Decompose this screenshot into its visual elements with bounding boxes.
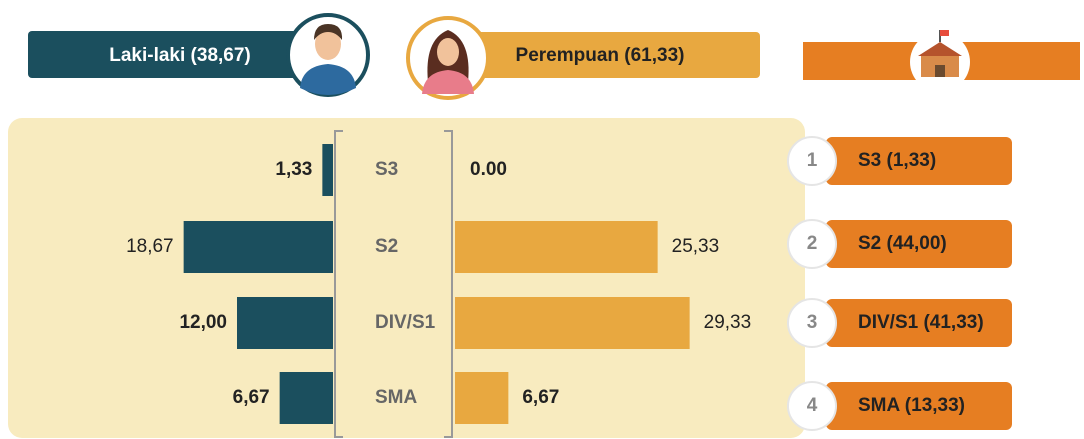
rank-label: S3 (1,33): [858, 150, 936, 171]
rank-badge: [787, 381, 837, 431]
value-label: 12,00: [179, 312, 227, 333]
rank-bar: [826, 220, 1012, 268]
category-label: DIV/S1: [375, 312, 436, 333]
rank-number: 3: [807, 312, 818, 333]
bar: [455, 372, 509, 424]
value-label: 6,67: [522, 387, 559, 408]
rank-badge: [787, 298, 837, 348]
school-icon: [910, 30, 970, 92]
ranking: 1 S3 (1,33) 2 S2 (44,00) 3 DIV/S1 (41,33) 4 SMA…: [787, 136, 1012, 431]
value-label: 6,67: [233, 387, 270, 408]
rank-number: 4: [807, 395, 818, 416]
center-bracket: [334, 130, 453, 438]
rank-bar: [826, 137, 1012, 185]
rank-bar: [826, 299, 1012, 347]
value-label: 25,33: [672, 236, 720, 257]
bar: [237, 297, 333, 349]
legend-female-bar: [450, 32, 760, 78]
rank-badge: [787, 219, 837, 269]
rank-number: 2: [807, 233, 818, 254]
category-label: S2: [375, 236, 398, 257]
female-avatar: [406, 16, 490, 100]
chart-panel: [8, 118, 805, 438]
bar: [455, 297, 690, 349]
rank-bar: [826, 382, 1012, 430]
legend-label: Laki-laki (38,67): [109, 45, 251, 66]
value-label: 18,67: [126, 236, 174, 257]
male-avatar: [286, 13, 370, 97]
chart: S3 1,33 0.00 S2 18,67 25,33 DIV/S1 12,00 29,33 SM…: [126, 144, 751, 424]
rank-number: 1: [807, 150, 818, 171]
rank-label: SMA (13,33): [858, 395, 965, 416]
bar: [183, 221, 333, 273]
value-label: 0.00: [470, 159, 507, 180]
category-label: SMA: [375, 387, 418, 408]
rank-label: DIV/S1 (41,33): [858, 312, 984, 333]
bar: [279, 372, 333, 424]
legend-male-bar: [28, 31, 328, 78]
category-label: S3: [375, 159, 398, 180]
bar: [455, 221, 658, 273]
bar: [322, 144, 333, 196]
legend-label: Perempuan (61,33): [516, 45, 685, 66]
rank-label: S2 (44,00): [858, 233, 947, 254]
value-label: 1,33: [275, 159, 312, 180]
rank-badge: [787, 136, 837, 186]
value-label: 29,33: [704, 312, 752, 333]
